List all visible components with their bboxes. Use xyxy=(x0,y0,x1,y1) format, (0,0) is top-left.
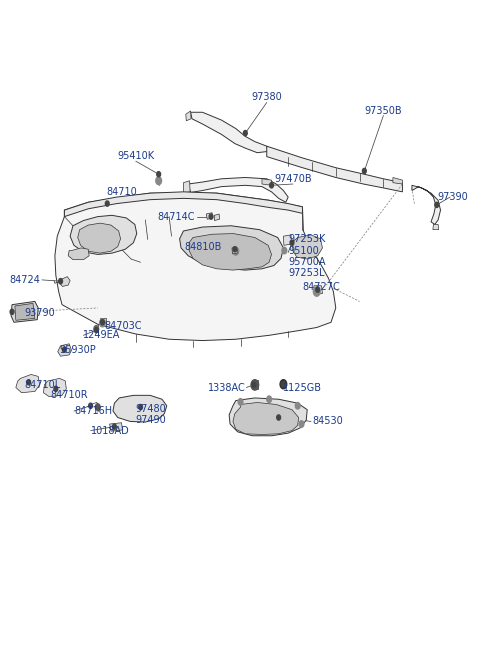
Polygon shape xyxy=(191,112,268,153)
Circle shape xyxy=(316,287,320,292)
Polygon shape xyxy=(100,318,106,326)
Circle shape xyxy=(251,380,259,390)
Polygon shape xyxy=(44,379,66,397)
Text: 84716H: 84716H xyxy=(74,406,112,416)
Polygon shape xyxy=(180,226,283,270)
Circle shape xyxy=(95,328,98,333)
Polygon shape xyxy=(206,213,213,219)
Circle shape xyxy=(233,248,239,255)
Circle shape xyxy=(277,415,280,420)
Circle shape xyxy=(270,183,274,188)
Text: 84724: 84724 xyxy=(10,275,41,285)
Circle shape xyxy=(233,247,237,252)
Text: 95700A: 95700A xyxy=(288,257,325,267)
Polygon shape xyxy=(267,146,402,192)
Circle shape xyxy=(139,404,143,409)
Text: 97470B: 97470B xyxy=(274,174,312,184)
Text: 1338AC: 1338AC xyxy=(207,383,245,392)
Polygon shape xyxy=(262,179,272,185)
Polygon shape xyxy=(232,248,237,253)
Circle shape xyxy=(313,287,320,296)
Circle shape xyxy=(54,386,58,392)
Polygon shape xyxy=(183,181,190,193)
Circle shape xyxy=(157,172,161,177)
Polygon shape xyxy=(186,111,191,121)
Polygon shape xyxy=(188,178,288,202)
Text: 84710L: 84710L xyxy=(24,380,60,390)
Polygon shape xyxy=(229,398,307,436)
Polygon shape xyxy=(314,286,323,294)
Circle shape xyxy=(362,168,366,174)
Polygon shape xyxy=(283,235,291,246)
Circle shape xyxy=(94,326,99,332)
Polygon shape xyxy=(109,422,122,431)
Text: 1018AD: 1018AD xyxy=(91,426,129,436)
Circle shape xyxy=(10,309,14,314)
Circle shape xyxy=(101,320,104,325)
Polygon shape xyxy=(11,301,38,322)
Text: 84810B: 84810B xyxy=(184,242,221,252)
Circle shape xyxy=(281,382,285,387)
Polygon shape xyxy=(393,178,402,184)
Circle shape xyxy=(295,403,300,409)
Text: 84714C: 84714C xyxy=(158,212,195,221)
Circle shape xyxy=(238,399,243,405)
Polygon shape xyxy=(215,214,220,221)
Circle shape xyxy=(156,177,162,185)
Circle shape xyxy=(435,202,439,208)
Polygon shape xyxy=(233,403,299,434)
Text: 1249EA: 1249EA xyxy=(84,330,121,341)
Circle shape xyxy=(282,248,287,253)
Text: 84703C: 84703C xyxy=(105,320,143,331)
Polygon shape xyxy=(68,248,89,259)
Circle shape xyxy=(267,396,272,403)
Text: 97490: 97490 xyxy=(136,415,167,425)
Circle shape xyxy=(290,240,294,246)
Polygon shape xyxy=(15,303,35,320)
Text: 93790: 93790 xyxy=(24,308,55,318)
Text: 95930P: 95930P xyxy=(60,345,96,355)
Circle shape xyxy=(62,347,66,352)
Circle shape xyxy=(96,404,100,410)
Text: 97480: 97480 xyxy=(136,404,167,414)
Circle shape xyxy=(252,383,256,388)
Polygon shape xyxy=(412,185,441,225)
Polygon shape xyxy=(55,193,336,341)
Text: 84710: 84710 xyxy=(106,187,137,197)
Polygon shape xyxy=(252,380,258,390)
Polygon shape xyxy=(64,192,302,217)
Text: 84727C: 84727C xyxy=(302,282,340,291)
Polygon shape xyxy=(189,234,272,270)
Circle shape xyxy=(280,380,287,389)
Circle shape xyxy=(209,214,213,219)
Circle shape xyxy=(105,201,109,206)
Text: 95100: 95100 xyxy=(288,246,319,255)
Polygon shape xyxy=(113,396,167,422)
Text: 97350B: 97350B xyxy=(365,105,402,115)
Circle shape xyxy=(243,130,247,136)
Circle shape xyxy=(299,421,304,427)
Polygon shape xyxy=(16,375,40,393)
Polygon shape xyxy=(78,223,120,253)
Text: 97253L: 97253L xyxy=(288,268,324,278)
Polygon shape xyxy=(292,235,323,259)
Polygon shape xyxy=(58,344,72,356)
Text: 97390: 97390 xyxy=(437,192,468,202)
Polygon shape xyxy=(70,215,137,254)
Circle shape xyxy=(27,380,31,385)
Text: 97380: 97380 xyxy=(252,92,282,102)
Text: 84710R: 84710R xyxy=(50,390,88,400)
Polygon shape xyxy=(433,225,439,230)
Text: 97253K: 97253K xyxy=(288,234,325,244)
Text: 84530: 84530 xyxy=(312,417,343,426)
Circle shape xyxy=(100,319,105,327)
Polygon shape xyxy=(60,276,70,286)
Text: 1125GB: 1125GB xyxy=(283,383,323,392)
Text: 95410K: 95410K xyxy=(117,151,155,161)
Circle shape xyxy=(112,424,116,429)
Circle shape xyxy=(59,278,62,284)
Circle shape xyxy=(89,403,93,408)
